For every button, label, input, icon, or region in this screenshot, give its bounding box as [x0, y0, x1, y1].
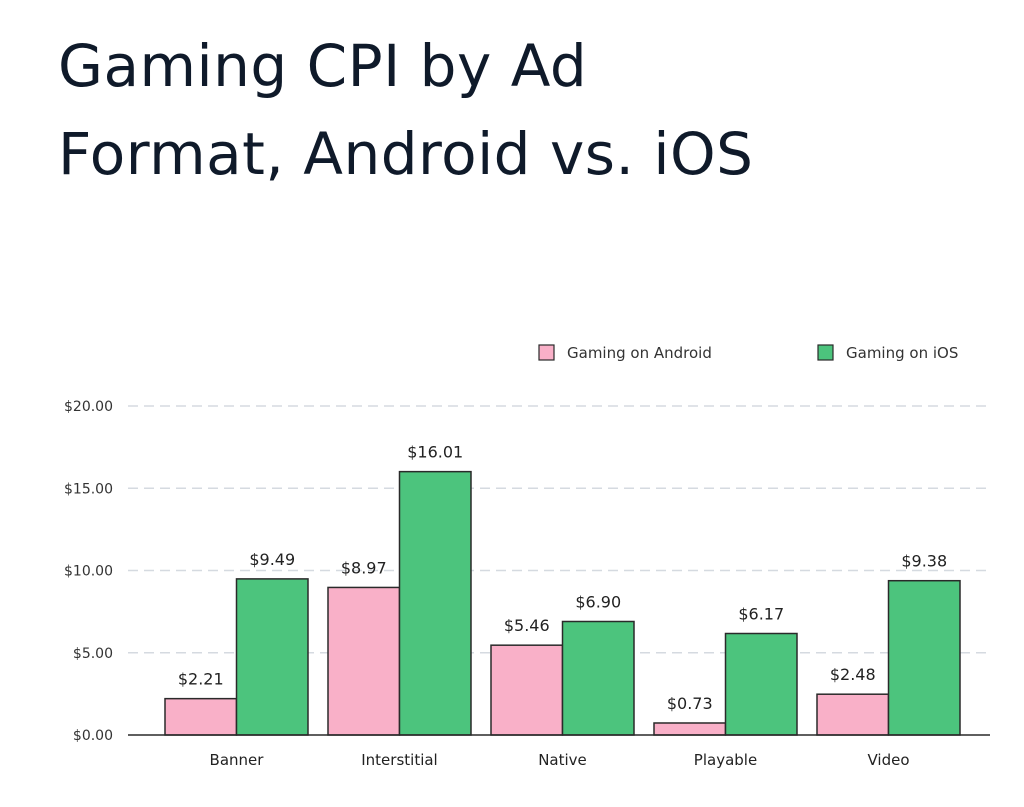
bar-android	[490, 644, 564, 736]
bar-ios	[398, 470, 472, 736]
x-tick-label: Playable	[694, 751, 757, 769]
bar-ios	[887, 579, 961, 736]
x-tick-label: Native	[538, 751, 587, 769]
x-tick-label: Video	[867, 751, 909, 769]
data-label: $16.01	[407, 443, 463, 462]
legend-swatch	[538, 344, 555, 361]
y-tick-label: $0.00	[73, 728, 113, 744]
data-label: $2.48	[830, 665, 876, 684]
chart-title: Gaming CPI by Ad Format, Android vs. iOS	[58, 22, 753, 198]
bar-ios	[724, 632, 798, 736]
chart-title-line-2: Format, Android vs. iOS	[58, 120, 754, 188]
data-label: $6.17	[738, 605, 784, 624]
y-tick-label: $20.00	[64, 399, 113, 415]
y-tick-label: $15.00	[64, 481, 113, 497]
chart-title-line-1: Gaming CPI by Ad	[58, 32, 588, 100]
legend-label: Gaming on Android	[567, 344, 712, 362]
data-label: $6.90	[575, 592, 621, 611]
x-tick-label: Banner	[210, 751, 265, 769]
data-label: $8.97	[341, 558, 387, 577]
data-label: $2.21	[178, 670, 224, 689]
data-label: $9.38	[901, 552, 947, 571]
data-label: $0.73	[667, 694, 713, 713]
legend-label: Gaming on iOS	[846, 344, 958, 362]
bar-android	[816, 693, 890, 736]
bar-ios	[235, 578, 309, 736]
bar-android	[327, 586, 401, 736]
y-tick-label: $10.00	[64, 564, 113, 580]
bar-android	[164, 697, 238, 736]
bar-android	[653, 722, 727, 736]
data-label: $5.46	[504, 616, 550, 635]
y-tick-label: $5.00	[73, 646, 113, 662]
legend-swatch	[817, 344, 834, 361]
bar-ios	[561, 620, 635, 736]
x-tick-label: Interstitial	[361, 751, 437, 769]
data-label: $9.49	[249, 550, 295, 569]
